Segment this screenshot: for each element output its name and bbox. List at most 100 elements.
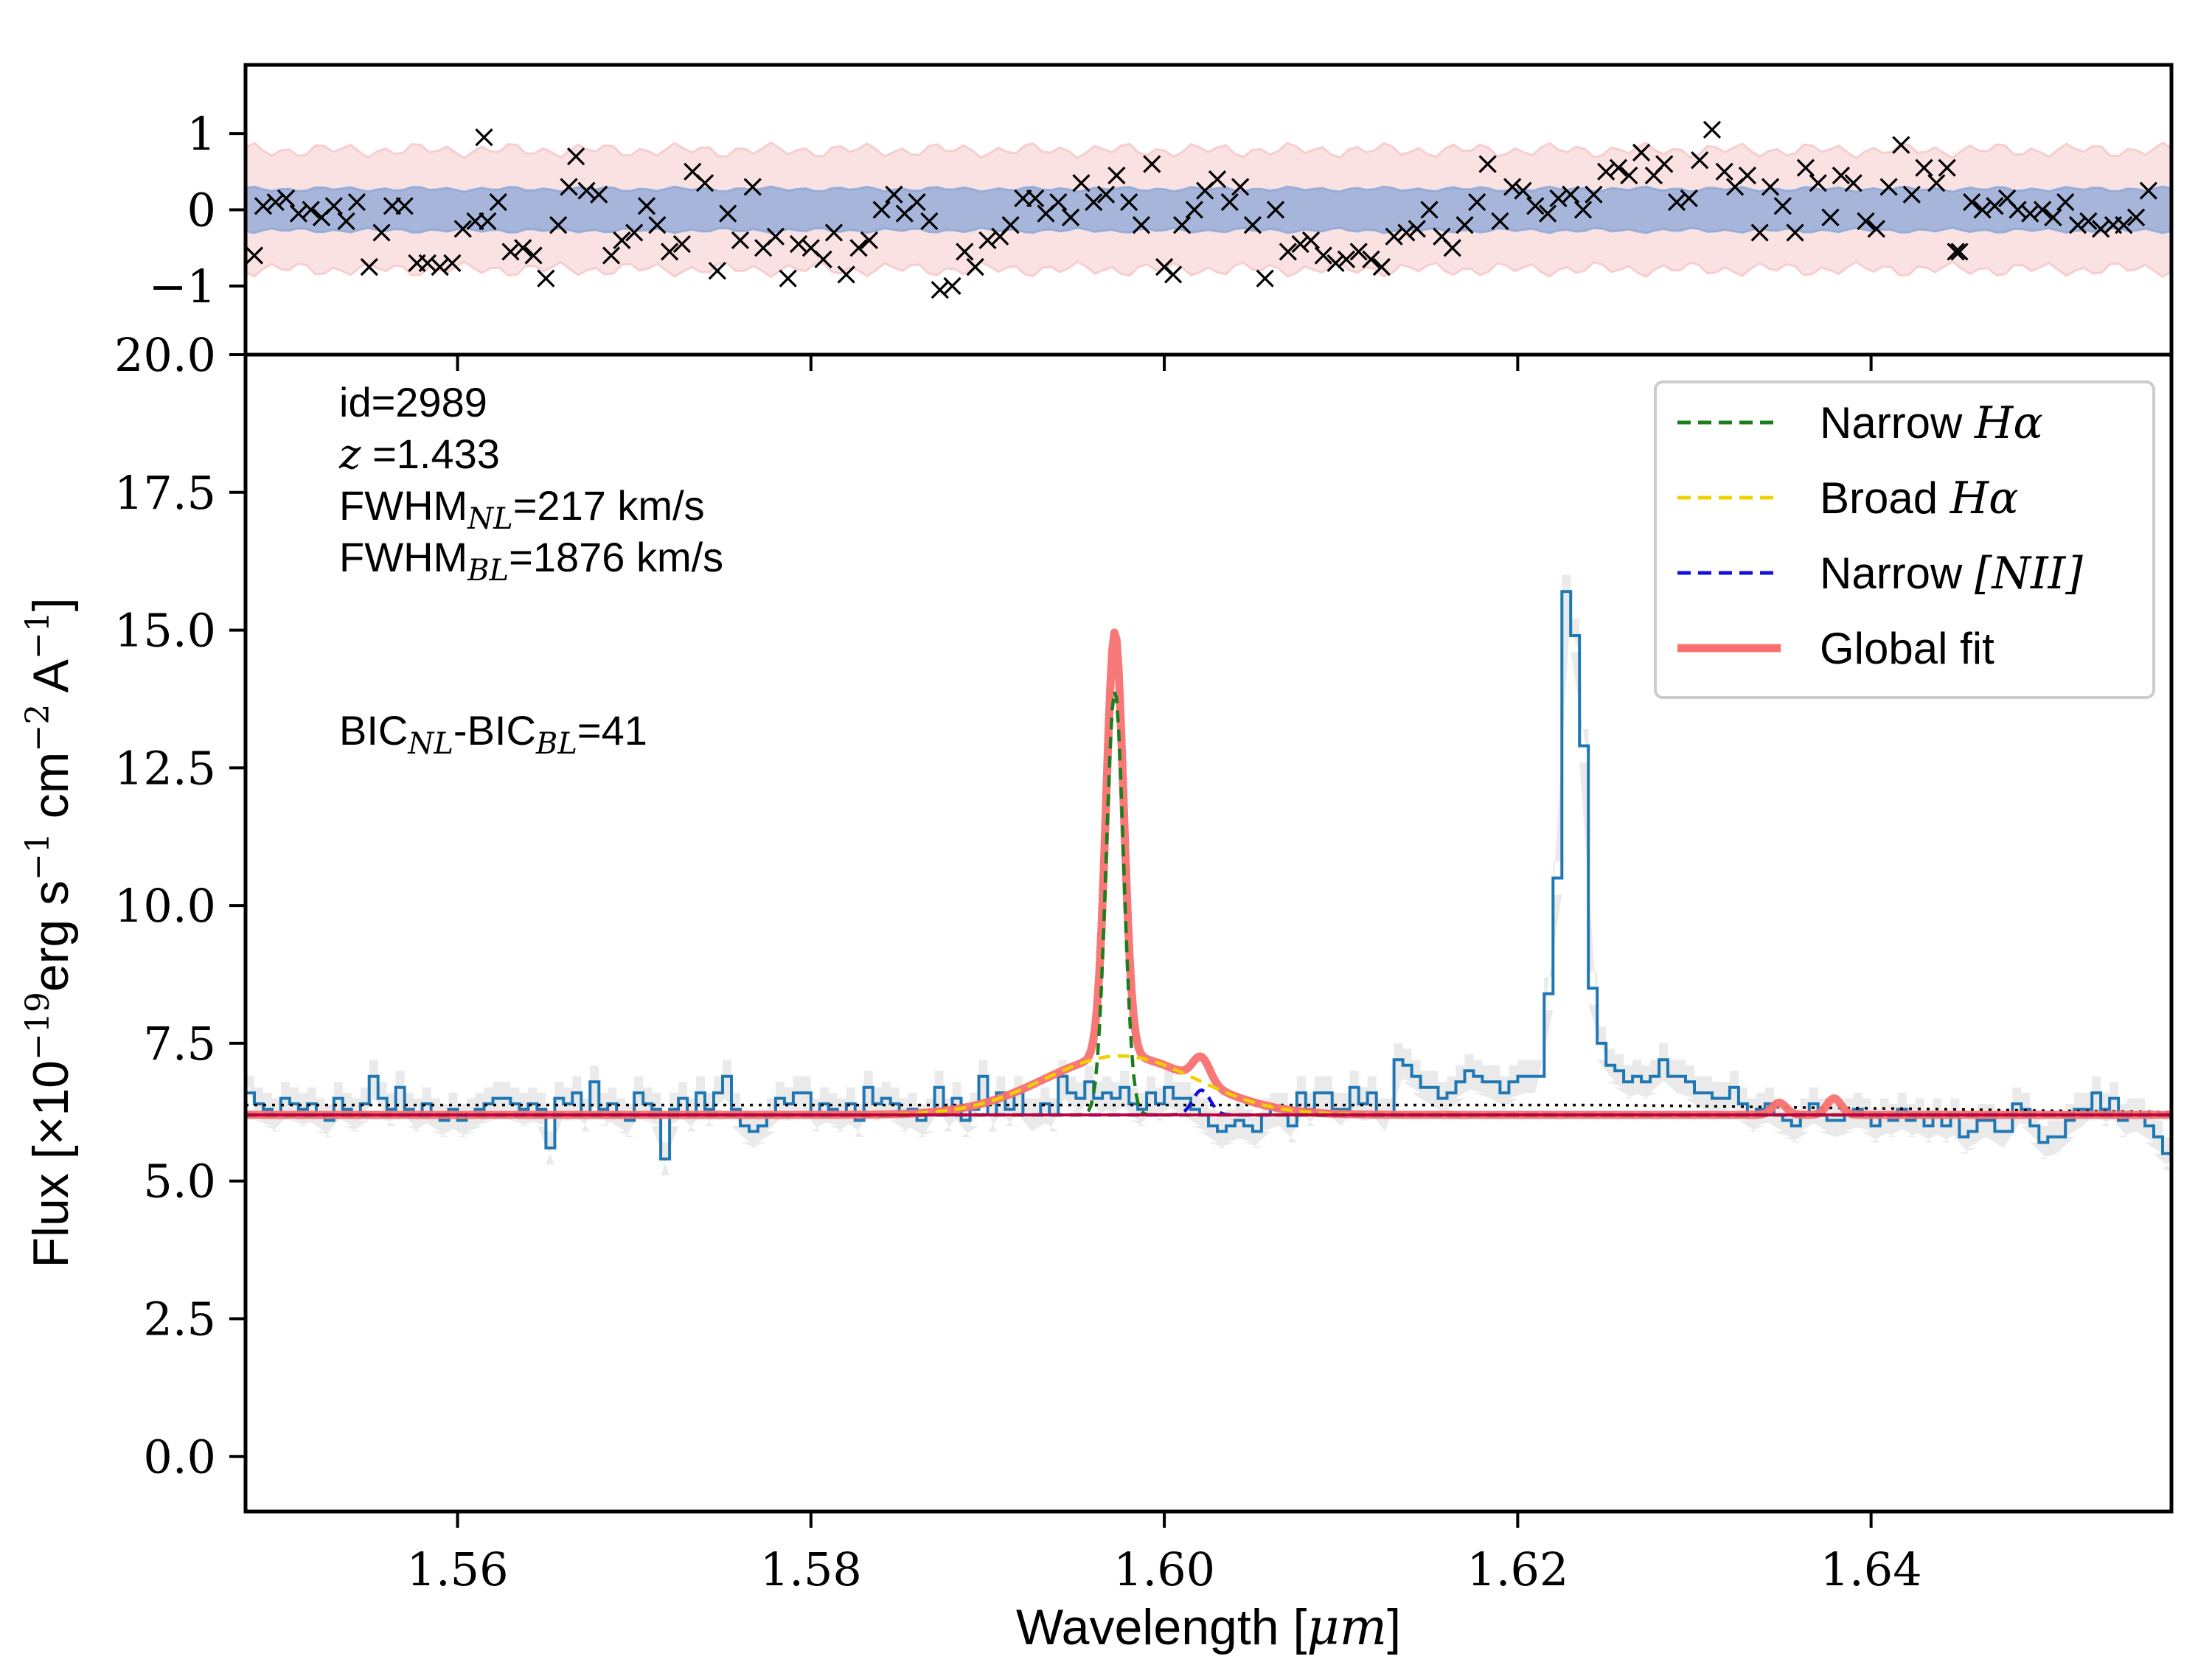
residual-point xyxy=(708,262,726,280)
residual-point xyxy=(431,257,449,276)
residual-point xyxy=(1573,201,1593,219)
residual-point xyxy=(2126,208,2146,226)
residual-point xyxy=(1397,223,1416,242)
main-y-tick-label: 7.5 xyxy=(143,1017,216,1071)
residual-point xyxy=(814,250,832,268)
residual-point xyxy=(1279,243,1297,261)
residual-point xyxy=(337,212,355,231)
residual-point xyxy=(1761,178,1780,196)
residual-point xyxy=(1107,166,1126,185)
residual-point xyxy=(1301,231,1321,249)
residual-point xyxy=(1526,197,1545,215)
residual-point xyxy=(1549,189,1568,208)
y-axis-label-exp4: −1 xyxy=(19,611,57,659)
main-x-tick-label: 1.56 xyxy=(407,1543,509,1596)
residual-point xyxy=(1973,201,1992,219)
annotation-bic: BICNL-BICBL=41 xyxy=(339,707,647,761)
residual-point xyxy=(1208,170,1227,189)
residual-point xyxy=(590,185,608,204)
legend-label-narrow-ha-math: Hα xyxy=(1974,397,2043,449)
legend-item-global-fit: Global fit xyxy=(1677,624,1994,673)
residual-point xyxy=(1455,216,1474,234)
residual-point xyxy=(2079,212,2098,231)
y-axis-label-exp: −19 xyxy=(19,992,57,1060)
residual-point xyxy=(660,243,679,261)
residual-point xyxy=(514,239,532,257)
legend-frame xyxy=(1654,380,2155,699)
residual-point xyxy=(1892,136,1910,154)
legend-label-broad-ha-text: Broad xyxy=(1820,473,1950,523)
main-y-tick-label: 12.5 xyxy=(114,741,216,795)
residual-point xyxy=(1231,178,1250,196)
residual-point xyxy=(1703,120,1722,139)
spectrum-steps xyxy=(246,590,2171,1161)
residual-point xyxy=(479,212,497,231)
residual-point xyxy=(2033,201,2052,219)
residual-point xyxy=(443,254,462,273)
legend-label-narrow-ha: Narrow Hα xyxy=(1820,397,2043,449)
global-fit-line xyxy=(246,628,2171,1119)
fwhm-nl-prefix: FWHM xyxy=(339,482,467,529)
bic-middle: -BIC xyxy=(453,707,536,754)
residual-point xyxy=(1691,151,1709,170)
residual-point xyxy=(1609,159,1628,177)
main-y-ticks: 0.0 2.5 5.0 7.5 10.0 12.5 15.0 17.5 20.0 xyxy=(114,328,246,1484)
residual-point xyxy=(577,181,596,200)
residual-point xyxy=(489,193,507,212)
y-axis-label: Flux [×10−19erg s−1 cm−2 A−1] xyxy=(19,597,79,1267)
residual-point xyxy=(719,204,737,223)
residual-point xyxy=(1950,243,1969,261)
residual-point xyxy=(1680,189,1698,208)
residual-point xyxy=(1243,216,1262,234)
residual-x-ticks xyxy=(456,355,1873,371)
error-level-dotted-line xyxy=(246,1103,2171,1114)
legend-label-narrow-ha-text: Narrow xyxy=(1820,398,1975,448)
residual-y-tick-label: −1 xyxy=(149,260,216,313)
residual-point xyxy=(824,223,844,242)
residual-point xyxy=(637,197,656,215)
legend-item-narrow-nii: Narrow [NII] xyxy=(1677,548,2083,599)
residual-point xyxy=(602,246,621,265)
residual-point xyxy=(1773,197,1792,215)
main-y-tick-label: 10.0 xyxy=(114,879,216,933)
fwhm-bl-subscript: BL xyxy=(467,554,509,588)
legend-item-broad-ha: Broad Hα xyxy=(1677,473,2019,524)
residual-point xyxy=(1938,159,1956,177)
residual-point xyxy=(943,276,961,296)
residual-point xyxy=(1085,193,1103,212)
residual-point xyxy=(837,265,855,284)
residual-point xyxy=(1832,166,1851,185)
residual-point xyxy=(1266,201,1285,219)
residual-point xyxy=(302,201,320,219)
main-y-tick-label: 15.0 xyxy=(114,604,216,658)
residual-point xyxy=(1915,159,1933,177)
main-y-tick-label: 5.0 xyxy=(143,1155,216,1208)
residual-point xyxy=(1867,220,1885,238)
main-y-tick-label: 17.5 xyxy=(114,466,216,520)
residual-point xyxy=(1879,178,1898,196)
residual-point xyxy=(1408,220,1426,238)
residual-point xyxy=(1538,204,1557,223)
residual-point xyxy=(1597,162,1615,181)
bic-prefix: BIC xyxy=(339,707,408,754)
residual-point xyxy=(672,234,692,254)
fwhm-nl-value: =217 km/s xyxy=(513,482,705,529)
residual-point xyxy=(1314,246,1332,265)
legend-label-narrow-nii: Narrow [NII] xyxy=(1820,548,2083,599)
residual-point xyxy=(246,246,264,265)
residual-point xyxy=(1172,216,1192,234)
bic-subscript-bl: BL xyxy=(535,727,577,761)
fwhm-bl-prefix: FWHM xyxy=(339,534,467,580)
residual-point xyxy=(1420,201,1439,219)
main-y-tick-label: 20.0 xyxy=(114,328,216,382)
residual-point xyxy=(978,231,997,249)
annotation-id: id=2989 xyxy=(339,379,487,425)
residual-point xyxy=(560,178,578,196)
residual-point xyxy=(1927,174,1946,192)
annotations: id=2989 z =1.433 FWHMNL=217 km/s FWHMBL=… xyxy=(338,379,723,761)
y-axis-label-unit3: A xyxy=(23,659,79,704)
residual-point xyxy=(860,231,879,249)
residual-point xyxy=(1443,239,1461,257)
residual-point xyxy=(956,243,974,261)
